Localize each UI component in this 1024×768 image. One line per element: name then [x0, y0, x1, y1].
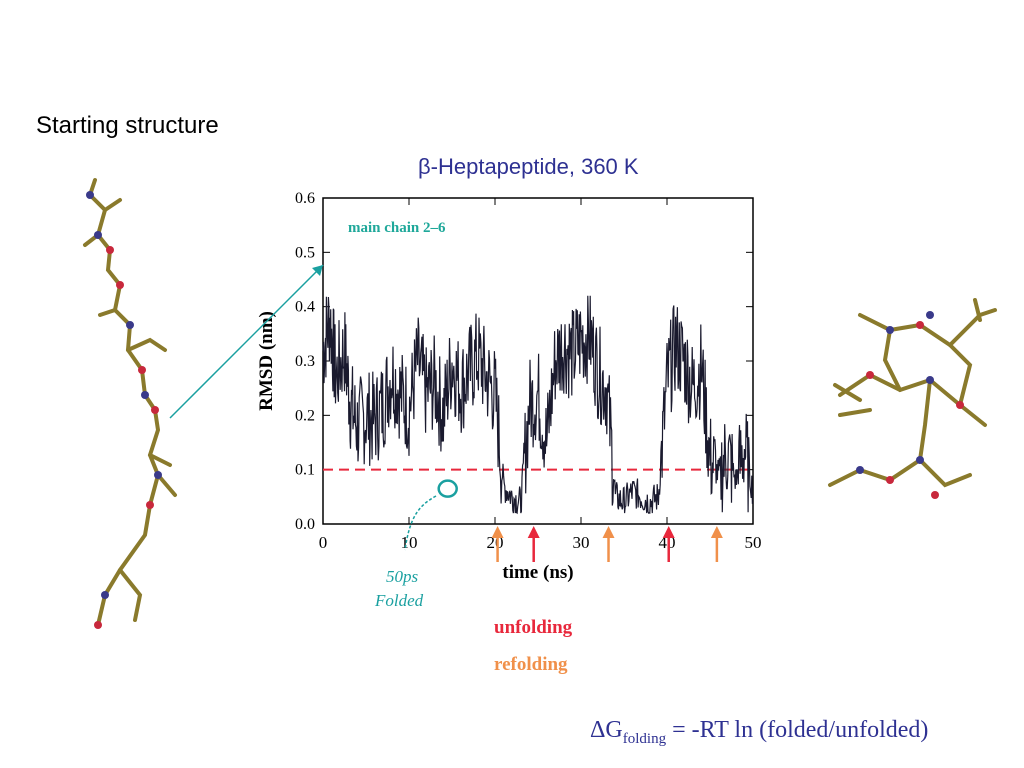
y-tick-label: 0.5: [295, 244, 315, 261]
unfolding-arrow-head: [527, 526, 540, 538]
folded-molecule-illustration: [828, 298, 997, 499]
x-tick-label: 0: [319, 533, 328, 552]
event-arrows: [491, 526, 723, 562]
note-pointer: [404, 495, 437, 551]
y-tick-label: 0.6: [295, 190, 315, 207]
folded-event-circle: [437, 479, 458, 498]
equation-prefix: ΔG: [590, 717, 623, 743]
chart-title: β-Heptapeptide, 360 K: [418, 154, 639, 179]
chain-annotation: main chain 2–6: [348, 220, 446, 236]
free-energy-equation: ΔGfolding = -RT ln (folded/unfolded): [590, 717, 928, 748]
unfolding-arrow-head: [662, 526, 675, 538]
equation-subscript: folding: [622, 730, 667, 747]
extended-molecule-illustration: [83, 178, 177, 629]
y-tick-label: 0.2: [295, 407, 315, 424]
connector-arrow: [169, 264, 324, 419]
legend-refolding: refolding: [494, 654, 568, 675]
refolding-arrow-head: [491, 526, 504, 538]
rmsd-trace: [322, 295, 753, 515]
starting-structure-label: Starting structure: [36, 112, 219, 139]
x-tick-label: 50: [745, 533, 762, 552]
refolding-arrow-head: [602, 526, 615, 538]
x-tick-label: 30: [573, 533, 590, 552]
refolding-arrow-head: [710, 526, 723, 538]
y-tick-label: 0.4: [295, 299, 315, 316]
equation-rest: = -RT ln (folded/unfolded): [666, 717, 929, 743]
handwritten-note-line2: Folded: [374, 591, 424, 610]
x-tick-label: 10: [401, 533, 418, 552]
connector-arrowhead: [312, 265, 323, 276]
y-tick-label: 0.1: [295, 462, 315, 479]
y-axis-label: RMSD (nm): [256, 311, 277, 411]
y-tick-label: 0.3: [295, 353, 315, 370]
y-tick-label: 0.0: [295, 516, 315, 533]
legend-unfolding: unfolding: [494, 617, 573, 638]
handwritten-note-line1: 50ps: [386, 567, 419, 586]
x-axis-label: time (ns): [502, 562, 573, 583]
axis-ticks: 0 10 20 30 40 500.00.10.20.30.40.50.6: [295, 190, 762, 552]
